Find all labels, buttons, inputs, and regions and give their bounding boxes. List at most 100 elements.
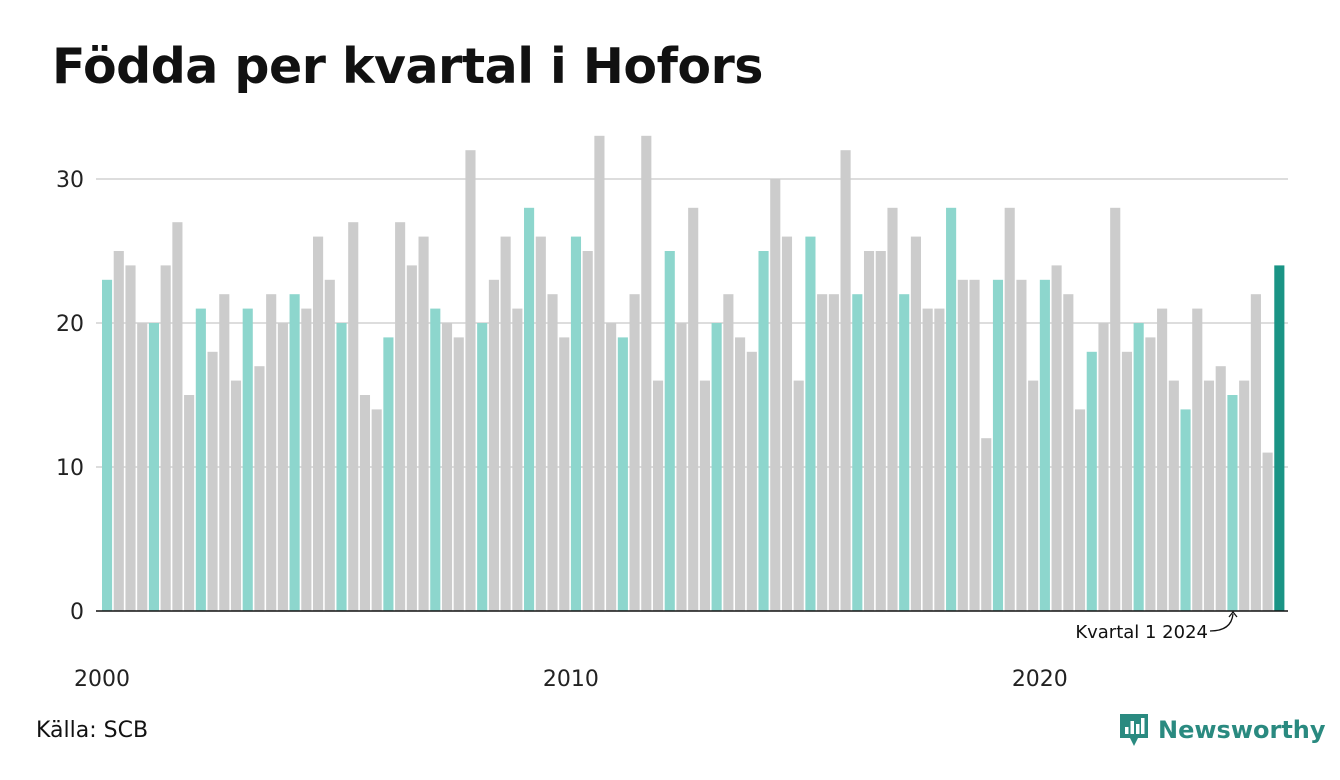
bar bbox=[1063, 294, 1074, 611]
bar bbox=[887, 207, 898, 612]
bar bbox=[828, 294, 839, 611]
bar bbox=[582, 251, 593, 611]
bar bbox=[863, 251, 875, 611]
bar bbox=[125, 265, 136, 611]
bar bbox=[172, 222, 183, 611]
y-axis-labels: 0 10 20 30 bbox=[56, 168, 84, 625]
bar bbox=[758, 251, 769, 611]
bar bbox=[453, 337, 464, 611]
bar bbox=[1180, 409, 1191, 611]
bar bbox=[711, 323, 722, 611]
bar bbox=[840, 150, 851, 611]
bar bbox=[266, 294, 277, 611]
bar bbox=[1274, 265, 1285, 611]
bar bbox=[371, 409, 382, 611]
annotation-arrow bbox=[1209, 610, 1238, 632]
bar bbox=[230, 380, 242, 611]
bar bbox=[793, 380, 804, 611]
bar bbox=[348, 222, 359, 611]
annotation: Kvartal 1 2024 bbox=[1075, 610, 1238, 643]
bar bbox=[1098, 323, 1109, 611]
bar bbox=[242, 308, 253, 611]
bar bbox=[207, 351, 218, 611]
bar bbox=[113, 251, 124, 611]
bar bbox=[336, 323, 347, 611]
bar bbox=[430, 308, 441, 611]
bar bbox=[1168, 380, 1179, 611]
bar bbox=[641, 135, 652, 612]
annotation-label: Kvartal 1 2024 bbox=[1075, 622, 1208, 643]
bar bbox=[1239, 380, 1250, 611]
bar bbox=[899, 294, 910, 611]
bar bbox=[664, 251, 675, 611]
y-tick-label: 20 bbox=[56, 312, 84, 337]
bar bbox=[746, 351, 757, 611]
bar bbox=[723, 294, 734, 611]
bar bbox=[148, 323, 160, 611]
bar bbox=[805, 236, 816, 611]
bar bbox=[1133, 323, 1144, 611]
y-tick-label: 0 bbox=[70, 600, 84, 625]
bar bbox=[1110, 207, 1121, 612]
bar bbox=[957, 279, 968, 611]
bar bbox=[1004, 207, 1015, 612]
bar bbox=[477, 323, 488, 611]
y-tick-label: 10 bbox=[56, 456, 84, 481]
bar bbox=[770, 179, 781, 611]
bar bbox=[910, 236, 921, 611]
bar bbox=[946, 207, 957, 612]
bar bbox=[676, 323, 687, 611]
bar bbox=[1215, 366, 1226, 611]
bar bbox=[301, 308, 312, 611]
chart-bubble-icon bbox=[1120, 714, 1148, 746]
bar bbox=[817, 294, 828, 611]
bar bbox=[383, 337, 394, 611]
bars bbox=[102, 135, 1285, 612]
bar bbox=[160, 265, 171, 611]
bar bbox=[1227, 395, 1238, 611]
bar bbox=[488, 279, 499, 611]
bar bbox=[1016, 279, 1027, 611]
chart-title: Födda per kvartal i Hofors bbox=[52, 38, 763, 95]
bar bbox=[535, 236, 546, 611]
bar bbox=[1028, 380, 1039, 611]
brand-name: Newsworthy bbox=[1158, 716, 1326, 744]
bar bbox=[324, 279, 335, 611]
bar bbox=[524, 207, 535, 612]
bar bbox=[1121, 351, 1132, 611]
bar bbox=[547, 294, 558, 611]
brand-logo: Newsworthy bbox=[1118, 712, 1326, 748]
bar bbox=[934, 308, 945, 611]
bar bbox=[781, 236, 793, 611]
bar bbox=[1157, 308, 1168, 611]
bar bbox=[500, 236, 511, 611]
bar bbox=[289, 294, 300, 611]
bar bbox=[406, 265, 417, 611]
bar bbox=[1145, 337, 1156, 611]
bar bbox=[1262, 452, 1273, 611]
bar bbox=[922, 308, 933, 611]
bar bbox=[617, 337, 628, 611]
bar bbox=[969, 279, 980, 611]
bar bbox=[277, 323, 288, 611]
bar bbox=[254, 366, 265, 611]
bar bbox=[1250, 294, 1261, 611]
bar bbox=[606, 323, 617, 611]
bar bbox=[875, 251, 886, 611]
bar bbox=[1203, 380, 1215, 611]
bar bbox=[852, 294, 863, 611]
bar bbox=[195, 308, 206, 611]
bar bbox=[313, 236, 324, 611]
x-tick-label: 2000 bbox=[74, 667, 130, 692]
bar bbox=[512, 308, 523, 611]
bar bbox=[465, 150, 476, 611]
x-axis-labels: 2000 2010 2020 bbox=[74, 667, 1068, 692]
bar bbox=[359, 395, 371, 611]
bar bbox=[1051, 265, 1062, 611]
bar bbox=[418, 236, 429, 611]
y-tick-label: 30 bbox=[56, 168, 84, 193]
x-tick-label: 2010 bbox=[543, 667, 599, 692]
bar bbox=[570, 236, 582, 611]
bar bbox=[1074, 409, 1086, 611]
source-label: Källa: SCB bbox=[36, 718, 149, 743]
